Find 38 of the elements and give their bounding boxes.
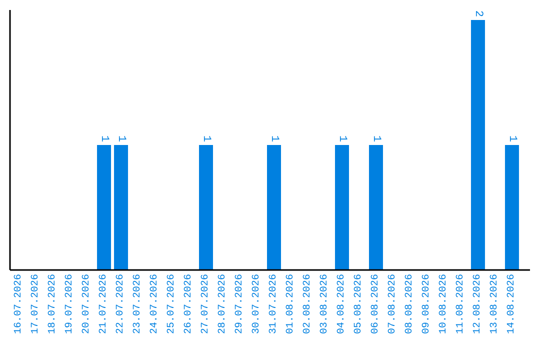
x-tick-label: 05.08.2026 — [353, 274, 364, 334]
x-tick-label: 03.08.2026 — [319, 274, 330, 334]
x-tick-label: 27.07.2026 — [200, 274, 212, 334]
data-label: 2 — [472, 10, 484, 17]
x-tick-label: 11.08.2026 — [455, 274, 466, 334]
data-label: 1 — [98, 135, 110, 142]
x-tick-label: 18.07.2026 — [48, 274, 59, 334]
data-label: 1 — [336, 135, 348, 142]
data-label: 1 — [115, 135, 128, 142]
x-tick-label: 22.07.2026 — [116, 274, 127, 334]
x-tick-label: 01.08.2026 — [285, 274, 296, 334]
x-tick-label: 08.08.2026 — [404, 274, 416, 334]
x-tick-label: 10.08.2026 — [438, 274, 450, 334]
data-label: 1 — [200, 135, 212, 142]
x-tick-label: 13.08.2026 — [489, 274, 500, 334]
x-tick-label: 12.08.2026 — [472, 274, 484, 334]
x-tick-label: 21.07.2026 — [98, 274, 110, 334]
x-tick-label: 06.08.2026 — [370, 274, 382, 334]
x-tick-label: 17.07.2026 — [30, 274, 42, 334]
x-tick-label: 19.07.2026 — [64, 274, 76, 334]
x-tick-label: 04.08.2026 — [336, 274, 348, 334]
data-label: 1 — [370, 135, 382, 142]
x-tick-label: 23.07.2026 — [132, 274, 144, 334]
x-tick-label: 26.07.2026 — [184, 274, 195, 334]
x-tick-label: 09.08.2026 — [421, 274, 432, 334]
data-label: 1 — [268, 135, 280, 142]
x-tick-label: 02.08.2026 — [302, 274, 314, 334]
x-tick-label: 16.07.2026 — [14, 274, 25, 334]
x-tick-label: 25.07.2026 — [166, 274, 178, 334]
data-label: 1 — [506, 135, 518, 142]
x-tick-label: 29.07.2026 — [234, 274, 246, 334]
x-tick-label: 07.08.2026 — [387, 274, 398, 334]
x-tick-label: 31.07.2026 — [268, 274, 280, 334]
x-tick-label: 20.07.2026 — [82, 274, 93, 334]
x-tick-label: 24.07.2026 — [150, 274, 161, 334]
x-tick-label: 28.07.2026 — [218, 274, 229, 334]
x-tick-label: 14.08.2026 — [506, 274, 518, 334]
x-tick-label: 30.07.2026 — [252, 274, 262, 334]
